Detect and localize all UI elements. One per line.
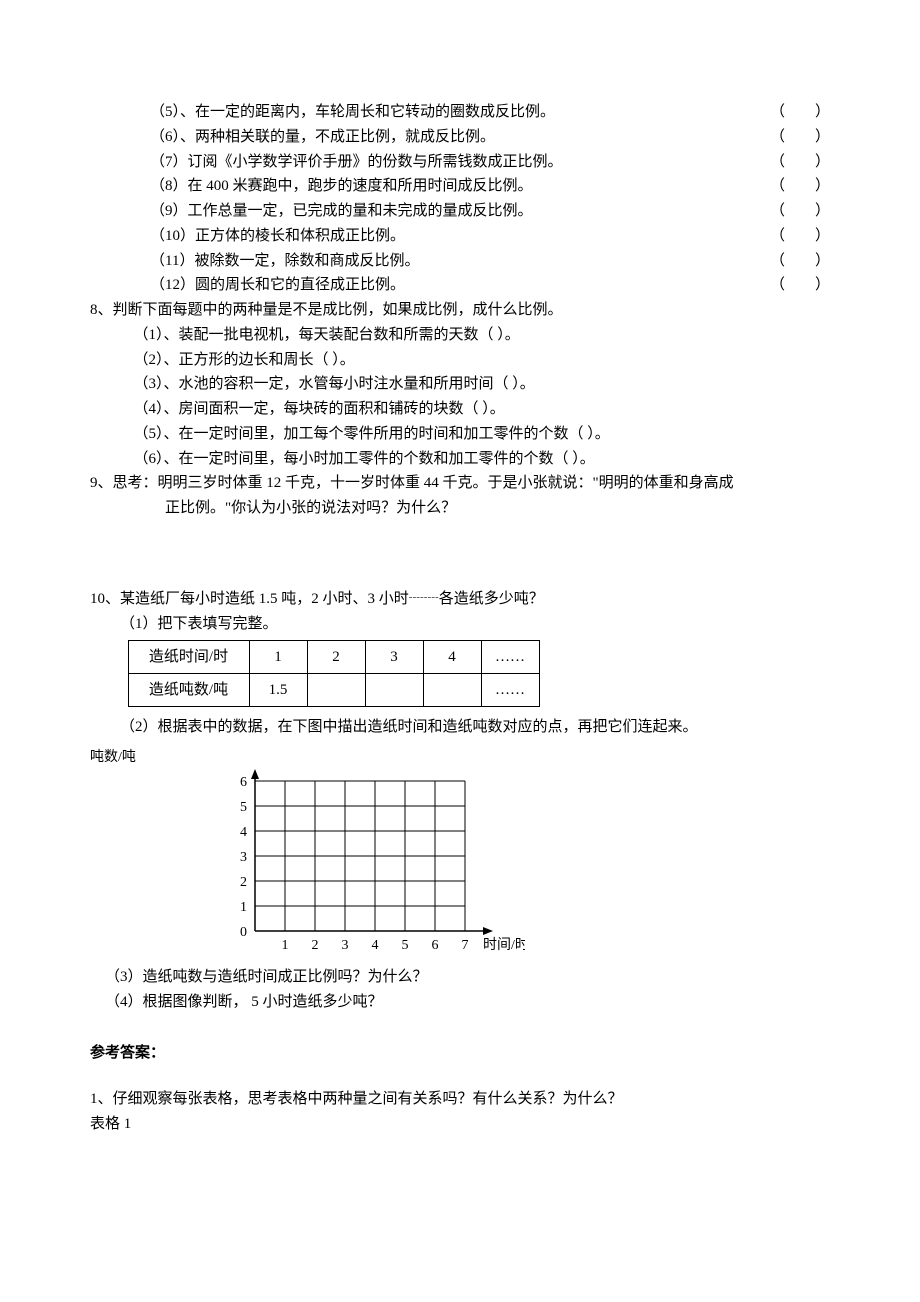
blank-paren: （ ）: [770, 249, 830, 274]
q10-part-4: （4）根据图像判断， 5 小时造纸多少吨？: [90, 990, 830, 1015]
judge-item-9: （9）工作总量一定，已完成的量和未完成的量成反比例。 （ ）: [90, 199, 830, 224]
judge-item-11-text: （11）被除数一定，除数和商成反比例。: [150, 249, 770, 274]
blank-paren: （ ）: [770, 174, 830, 199]
judge-item-10: （10）正方体的棱长和体积成正比例。 （ ）: [90, 224, 830, 249]
judge-item-11: （11）被除数一定，除数和商成反比例。 （ ）: [90, 249, 830, 274]
q10-part-3: （3）造纸吨数与造纸时间成正比例吗？为什么？: [90, 965, 830, 990]
q10-chart: 0 1 2 3 4 5 6 1 2 3 4 5 6 7 时间/时: [210, 769, 525, 959]
table-cell: 造纸吨数/吨: [128, 674, 249, 707]
svg-text:3: 3: [240, 850, 247, 865]
judge-item-7-text: （7）订阅《小学数学评价手册》的份数与所需钱数成正比例。: [150, 150, 770, 175]
table-cell: [307, 674, 365, 707]
svg-text:0: 0: [240, 925, 247, 940]
q8-item-2: （2）、正方形的边长和周长（ ）。: [90, 348, 830, 373]
judge-item-10-text: （10）正方体的棱长和体积成正比例。: [150, 224, 770, 249]
table-cell: 2: [307, 641, 365, 674]
blank-paren: （ ）: [770, 150, 830, 175]
table-cell: [365, 674, 423, 707]
judge-item-8-text: （8）在 400 米赛跑中，跑步的速度和所用时间成反比例。: [150, 174, 770, 199]
q10-part-2: （2）根据表中的数据，在下图中描出造纸时间和造纸吨数对应的点，再把它们连起来。: [90, 715, 830, 740]
q9-line-2: 正比例。"你认为小张的说法对吗？为什么？: [90, 496, 830, 521]
judge-item-9-text: （9）工作总量一定，已完成的量和未完成的量成反比例。: [150, 199, 770, 224]
svg-text:3: 3: [342, 938, 349, 953]
svg-text:1: 1: [282, 938, 289, 953]
table-cell: 3: [365, 641, 423, 674]
blank-paren: （ ）: [770, 224, 830, 249]
q8-item-6: （6）、在一定时间里，每小时加工零件的个数和加工零件的个数（ ）。: [90, 447, 830, 472]
table-cell: ……: [481, 641, 539, 674]
svg-text:时间/时: 时间/时: [483, 937, 525, 953]
q8-item-5: （5）、在一定时间里，加工每个零件所用的时间和加工零件的个数（ ）。: [90, 422, 830, 447]
judge-item-5-text: （5）、在一定的距离内，车轮周长和它转动的圈数成反比例。: [150, 100, 770, 125]
q10-part-1: （1）把下表填写完整。: [90, 612, 830, 637]
judge-item-6-text: （6）、两种相关联的量，不成正比例，就成反比例。: [150, 125, 770, 150]
q8-title: 8、判断下面每题中的两种量是不是成比例，如果成比例，成什么比例。: [90, 298, 830, 323]
q8-item-4: （4）、房间面积一定，每块砖的面积和铺砖的块数（ ）。: [90, 397, 830, 422]
judge-item-12: （12）圆的周长和它的直径成正比例。 （ ）: [90, 273, 830, 298]
q10-table: 造纸时间/时 1 2 3 4 …… 造纸吨数/吨 1.5 ……: [128, 640, 540, 707]
svg-text:5: 5: [240, 800, 247, 815]
svg-text:1: 1: [240, 900, 247, 915]
svg-text:4: 4: [372, 938, 379, 953]
judge-item-8: （8）在 400 米赛跑中，跑步的速度和所用时间成反比例。 （ ）: [90, 174, 830, 199]
answers-line-1: 1、仔细观察每张表格，思考表格中两种量之间有关系吗？有什么关系？为什么？: [90, 1087, 830, 1112]
table-row: 造纸吨数/吨 1.5 ……: [128, 674, 539, 707]
table-cell: 造纸时间/时: [128, 641, 249, 674]
svg-text:6: 6: [240, 775, 247, 790]
svg-text:4: 4: [240, 825, 247, 840]
blank-paren: （ ）: [770, 199, 830, 224]
judge-item-12-text: （12）圆的周长和它的直径成正比例。: [150, 273, 770, 298]
svg-text:5: 5: [402, 938, 409, 953]
blank-paren: （ ）: [770, 125, 830, 150]
q9-line-1: 9、思考：明明三岁时体重 12 千克，十一岁时体重 44 千克。于是小张就说："…: [90, 471, 830, 496]
blank-paren: （ ）: [770, 100, 830, 125]
q8-item-1: （1）、装配一批电视机，每天装配台数和所需的天数（ ）。: [90, 323, 830, 348]
svg-text:2: 2: [240, 875, 247, 890]
worksheet-page: （5）、在一定的距离内，车轮周长和它转动的圈数成反比例。 （ ） （6）、两种相…: [0, 0, 920, 1302]
answers-heading: 参考答案：: [90, 1041, 830, 1066]
q8-item-3: （3）、水池的容积一定，水管每小时注水量和所用时间（ ）。: [90, 372, 830, 397]
q10-chart-area: 吨数/吨 0 1 2 3 4 5 6 1 2 3 4 5 6 7 时间/时: [90, 746, 830, 959]
answers-line-2: 表格 1: [90, 1112, 830, 1137]
chart-ylabel: 吨数/吨: [90, 746, 830, 769]
judge-item-7: （7）订阅《小学数学评价手册》的份数与所需钱数成正比例。 （ ）: [90, 150, 830, 175]
svg-text:7: 7: [462, 938, 469, 953]
table-cell: [423, 674, 481, 707]
svg-text:2: 2: [312, 938, 319, 953]
table-cell: ……: [481, 674, 539, 707]
table-cell: 1: [249, 641, 307, 674]
svg-text:6: 6: [432, 938, 439, 953]
q10-title: 10、某造纸厂每小时造纸 1.5 吨，2 小时、3 小时┈┈各造纸多少吨？: [90, 587, 830, 612]
table-cell: 4: [423, 641, 481, 674]
judge-item-5: （5）、在一定的距离内，车轮周长和它转动的圈数成反比例。 （ ）: [90, 100, 830, 125]
judge-item-6: （6）、两种相关联的量，不成正比例，就成反比例。 （ ）: [90, 125, 830, 150]
table-row: 造纸时间/时 1 2 3 4 ……: [128, 641, 539, 674]
blank-paren: （ ）: [770, 273, 830, 298]
table-cell: 1.5: [249, 674, 307, 707]
